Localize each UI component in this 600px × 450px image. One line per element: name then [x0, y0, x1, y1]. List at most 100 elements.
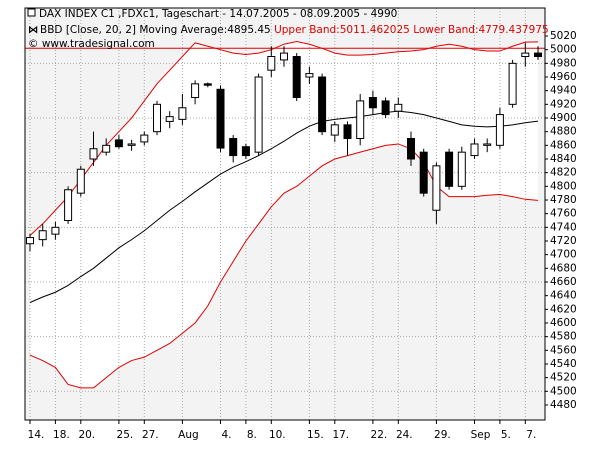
- legend-indicator: BBD [Close, 20, 2]: [40, 24, 136, 36]
- x-tick-label: 15.: [307, 429, 324, 441]
- candle-body: [203, 83, 212, 86]
- indicator-line: [29, 110, 539, 303]
- y-tick-label: 4860: [550, 139, 577, 151]
- y-tick-label: 4480: [550, 399, 577, 411]
- y-tick-label: 4900: [550, 112, 577, 124]
- candle-body: [330, 124, 339, 136]
- x-tick-label: 10.: [269, 429, 286, 441]
- x-tick-label: 18.: [53, 429, 70, 441]
- candle-body: [38, 230, 47, 241]
- x-tick-label: 24.: [396, 429, 413, 441]
- candle-body: [127, 143, 136, 146]
- candle-body: [534, 52, 542, 58]
- legend-entry: Upper Band:5011.462025: [274, 24, 410, 36]
- candle-body: [216, 88, 225, 149]
- candle-body: [241, 146, 250, 157]
- y-tick-label: 4640: [550, 290, 577, 302]
- candle-body: [318, 76, 327, 133]
- x-tick-label: 27.: [142, 429, 159, 441]
- candle-body: [368, 97, 377, 109]
- x-tick-label: Sep: [471, 429, 491, 441]
- candle-body: [343, 124, 352, 140]
- legend-icon: [27, 8, 36, 17]
- y-tick-label: 4760: [550, 208, 577, 220]
- candle-body: [457, 151, 466, 187]
- candle-body: [407, 138, 415, 160]
- legend: BBD [Close, 20, 2] Moving Average:4895.4…: [40, 24, 549, 36]
- y-tick-label: 4920: [550, 98, 577, 110]
- indicator-line: [29, 40, 539, 236]
- chart-title: DAX INDEX C1 ,FDXc1, Tageschart - 14.07.…: [39, 8, 397, 20]
- x-tick-label: 4.: [221, 429, 231, 441]
- candle-body: [521, 52, 530, 58]
- legend-icon-glyph: ⋈: [28, 24, 39, 36]
- candle-body: [229, 138, 238, 157]
- y-tick-label: 4840: [550, 153, 577, 165]
- y-tick-label: 4580: [550, 331, 577, 343]
- y-tick-label: 4980: [550, 57, 577, 69]
- candle-body: [356, 100, 365, 140]
- candle-body: [153, 103, 161, 133]
- y-tick-label: 4600: [550, 317, 577, 329]
- y-tick-label: 4800: [550, 180, 577, 192]
- x-tick-label: 8.: [247, 429, 257, 441]
- y-tick-label: 4560: [550, 344, 577, 356]
- x-tick-label: Aug: [178, 429, 199, 441]
- candle-body: [445, 151, 454, 187]
- candle-body: [495, 114, 504, 146]
- plot-frame: [24, 7, 546, 421]
- y-tick-label: 4740: [550, 221, 577, 233]
- y-tick-label: 4960: [550, 71, 577, 83]
- candle-body: [191, 83, 200, 99]
- candle-body: [254, 76, 263, 153]
- candle-body: [89, 148, 98, 160]
- candle-body: [292, 56, 301, 99]
- candle-body: [419, 151, 428, 194]
- y-tick-label: 4700: [550, 249, 577, 261]
- legend-entry: Lower Band:4779.437975: [413, 24, 548, 36]
- x-tick-label: 20.: [78, 429, 95, 441]
- y-tick-label: 4520: [550, 372, 577, 384]
- candle-body: [483, 143, 492, 146]
- candle-body: [102, 144, 111, 153]
- x-tick-label: 17.: [332, 429, 349, 441]
- marks: [25, 40, 545, 389]
- y-tick-label: 4820: [550, 167, 577, 179]
- candle-body: [140, 134, 149, 143]
- x-tick-label: 5.: [501, 429, 511, 441]
- candle-body: [165, 116, 174, 122]
- candle-body: [508, 62, 517, 105]
- candle-body: [394, 103, 403, 112]
- legend-entry: Moving Average:4895.45: [139, 24, 270, 36]
- x-tick-label: 14.: [28, 429, 45, 441]
- candle-body: [381, 100, 390, 116]
- candle-body: [280, 52, 288, 61]
- y-tick-label: 5000: [550, 44, 577, 56]
- x-tick-label: 29.: [434, 429, 451, 441]
- candle-body: [470, 143, 479, 157]
- candle-body: [305, 73, 314, 78]
- y-tick-label: 4940: [550, 85, 577, 97]
- y-tick-label: 4500: [550, 385, 577, 397]
- x-tick-label: 22.: [371, 429, 388, 441]
- y-tick-label: 4620: [550, 303, 577, 315]
- candle-body: [26, 237, 34, 245]
- candle-body: [114, 139, 123, 148]
- candle-body: [267, 56, 276, 71]
- candle-body: [432, 165, 441, 211]
- indicator-line: [29, 143, 539, 389]
- candle-body: [76, 168, 85, 194]
- copyright: © www.tradesignal.com: [28, 38, 155, 50]
- y-tick-label: 5020: [550, 30, 577, 42]
- y-tick-label: 4540: [550, 358, 577, 370]
- y-tick-label: 4780: [550, 194, 577, 206]
- candle-body: [178, 107, 187, 120]
- y-tick-label: 4880: [550, 126, 577, 138]
- candle-body: [51, 226, 60, 235]
- candle-body: [64, 189, 73, 221]
- x-tick-label: 25.: [117, 429, 134, 441]
- y-tick-label: 4660: [550, 276, 577, 288]
- x-tick-label: 7.: [526, 429, 536, 441]
- y-tick-label: 4720: [550, 235, 577, 247]
